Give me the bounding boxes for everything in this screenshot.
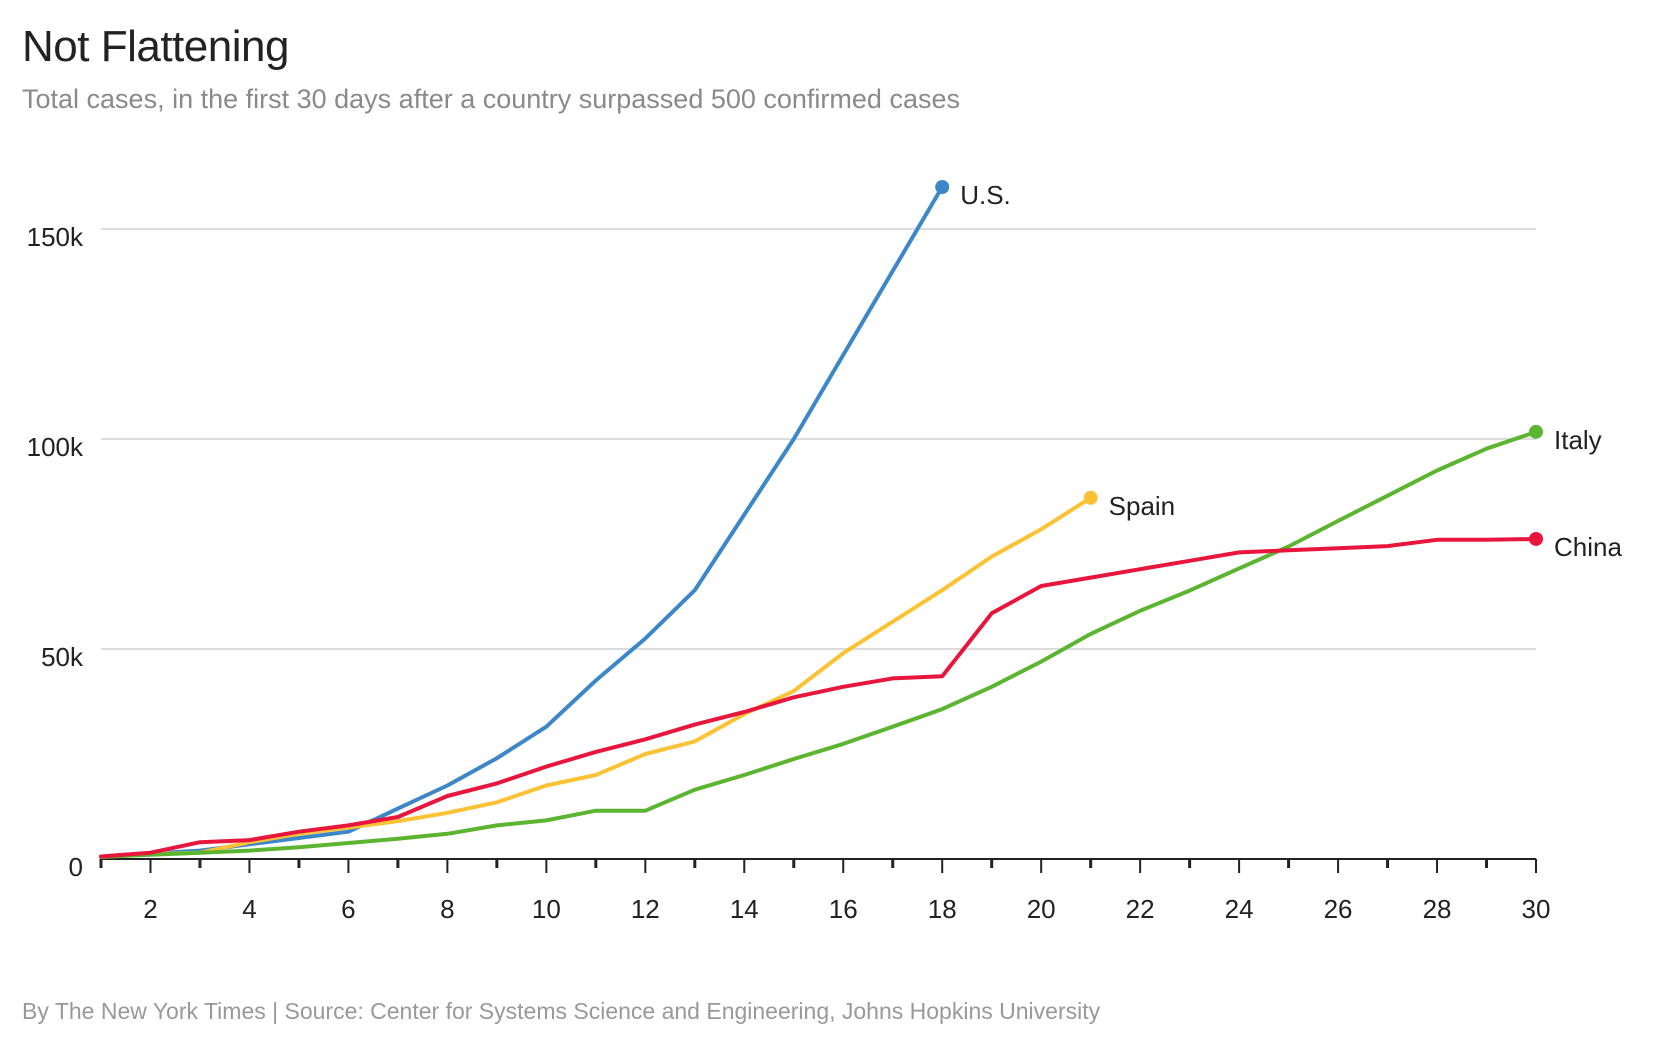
x-tick-label: 2 (143, 894, 157, 924)
x-tick-label: 24 (1225, 894, 1254, 924)
x-tick-label: 10 (532, 894, 561, 924)
gridlines (101, 228, 1536, 650)
chart-title: Not Flattening (22, 22, 289, 71)
series-label-us: U.S. (960, 180, 1011, 210)
source-note: By The New York Times | Source: Center f… (22, 998, 1101, 1024)
series-line-us (99, 185, 945, 859)
x-tick-label: 18 (928, 894, 957, 924)
series-endpoint-spain (1083, 490, 1098, 505)
x-tick-label: 8 (440, 894, 454, 924)
series-line-italy (99, 429, 1538, 859)
x-tick-label: 12 (631, 894, 660, 924)
y-axis: 0 50k 100k 150k (27, 222, 84, 882)
x-tick-label: 22 (1126, 894, 1155, 924)
x-tick-label: 28 (1423, 894, 1452, 924)
series-endpoint-china (1529, 531, 1543, 546)
series-endpoint-italy (1529, 424, 1543, 439)
series-label-spain: Spain (1109, 491, 1176, 521)
line-chart: 2 4 6 8 10 12 14 16 18 20 22 24 26 28 30 050k100k150k … (27, 180, 1622, 924)
x-axis: 2 4 6 8 10 12 14 16 18 20 22 24 26 28 30 (99, 858, 1551, 924)
series-labels: U.S. Spain Italy China (960, 180, 1622, 562)
x-tick-label: 26 (1324, 894, 1353, 924)
y-tick-label: 0 (69, 852, 83, 882)
x-tick-label: 4 (242, 894, 256, 924)
series-label-china: China (1554, 532, 1622, 562)
series-lines (99, 180, 1543, 859)
y-tick-label: 150k (27, 222, 84, 252)
x-tick-label: 20 (1027, 894, 1056, 924)
x-tick-label: 16 (829, 894, 858, 924)
y-tick-label: 100k (27, 432, 84, 462)
x-tick-label: 30 (1522, 894, 1551, 924)
x-tick-label: 6 (341, 894, 355, 924)
x-tick-label: 14 (730, 894, 759, 924)
chart-subtitle: Total cases, in the first 30 days after … (22, 84, 960, 114)
series-endpoint-us (935, 180, 950, 194)
y-tick-label: 50k (41, 642, 84, 672)
series-label-italy: Italy (1554, 425, 1602, 455)
series-line-spain (99, 495, 1093, 859)
series-line-china (99, 537, 1538, 859)
